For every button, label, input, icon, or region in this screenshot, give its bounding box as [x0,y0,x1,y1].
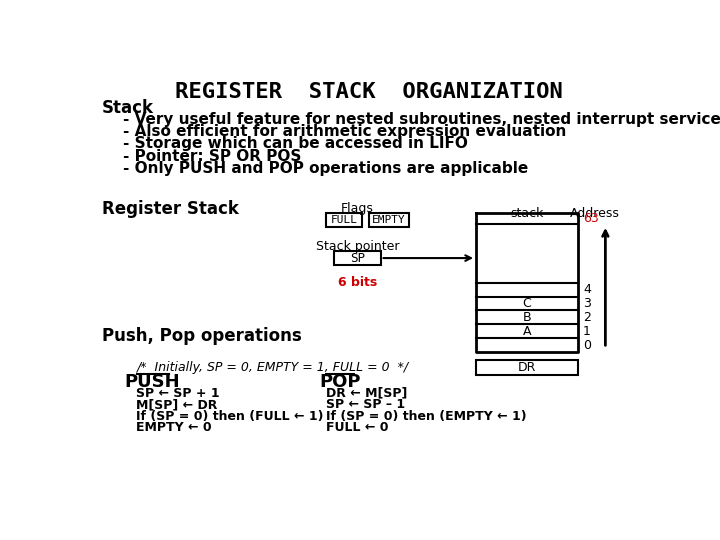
Bar [476,360,578,375]
Text: Stack pointer: Stack pointer [315,240,399,253]
Text: REGISTER  STACK  ORGANIZATION: REGISTER STACK ORGANIZATION [175,82,563,102]
Text: DR ← M[SP]: DR ← M[SP] [326,387,408,400]
Text: - Pointer: SP OR POS: - Pointer: SP OR POS [102,148,301,164]
Text: Push, Pop operations: Push, Pop operations [102,327,302,345]
Text: 1: 1 [583,325,591,338]
Text: 6 bits: 6 bits [338,276,377,289]
Text: 2: 2 [583,311,591,324]
Text: Register Stack: Register Stack [102,200,238,218]
Text: EMPTY ← 0: EMPTY ← 0 [137,421,212,434]
Text: FULL: FULL [330,214,358,225]
Text: Flags: Flags [341,202,374,215]
Text: - Only PUSH and POP operations are applicable: - Only PUSH and POP operations are appli… [102,161,528,176]
Text: If (SP = 0) then (EMPTY ← 1): If (SP = 0) then (EMPTY ← 1) [326,410,527,423]
Text: 0: 0 [583,339,591,352]
Text: A: A [523,325,531,338]
Text: If (SP = 0) then (FULL ← 1): If (SP = 0) then (FULL ← 1) [137,410,324,423]
Text: DR: DR [518,361,536,374]
Text: 4: 4 [583,283,591,296]
Text: Address: Address [570,207,620,220]
Text: EMPTY: EMPTY [372,214,406,225]
Text: - Also efficient for arithmetic expression evaluation: - Also efficient for arithmetic expressi… [102,124,566,139]
Bar [326,213,362,226]
Text: SP ← SP – 1: SP ← SP – 1 [326,398,405,411]
Bar [334,251,381,265]
Text: M[SP] ← DR: M[SP] ← DR [137,398,218,411]
Text: - Very useful feature for nested subroutines, nested interrupt services: - Very useful feature for nested subrout… [102,112,720,127]
Text: SP: SP [350,252,365,265]
Text: 3: 3 [583,297,591,310]
Text: - Storage which can be accessed in LIFO: - Storage which can be accessed in LIFO [102,137,467,151]
Text: POP: POP [320,373,361,391]
Text: Stack: Stack [102,99,153,117]
Bar [369,213,409,226]
Text: PUSH: PUSH [124,373,180,391]
Text: B: B [523,311,531,324]
Text: /*  Initially, SP = 0, EMPTY = 1, FULL = 0  */: /* Initially, SP = 0, EMPTY = 1, FULL = … [137,361,409,374]
Text: stack: stack [510,207,544,220]
Text: SP ← SP + 1: SP ← SP + 1 [137,387,220,400]
Text: C: C [523,297,531,310]
Text: 63: 63 [583,212,598,225]
Text: FULL ← 0: FULL ← 0 [326,421,389,434]
